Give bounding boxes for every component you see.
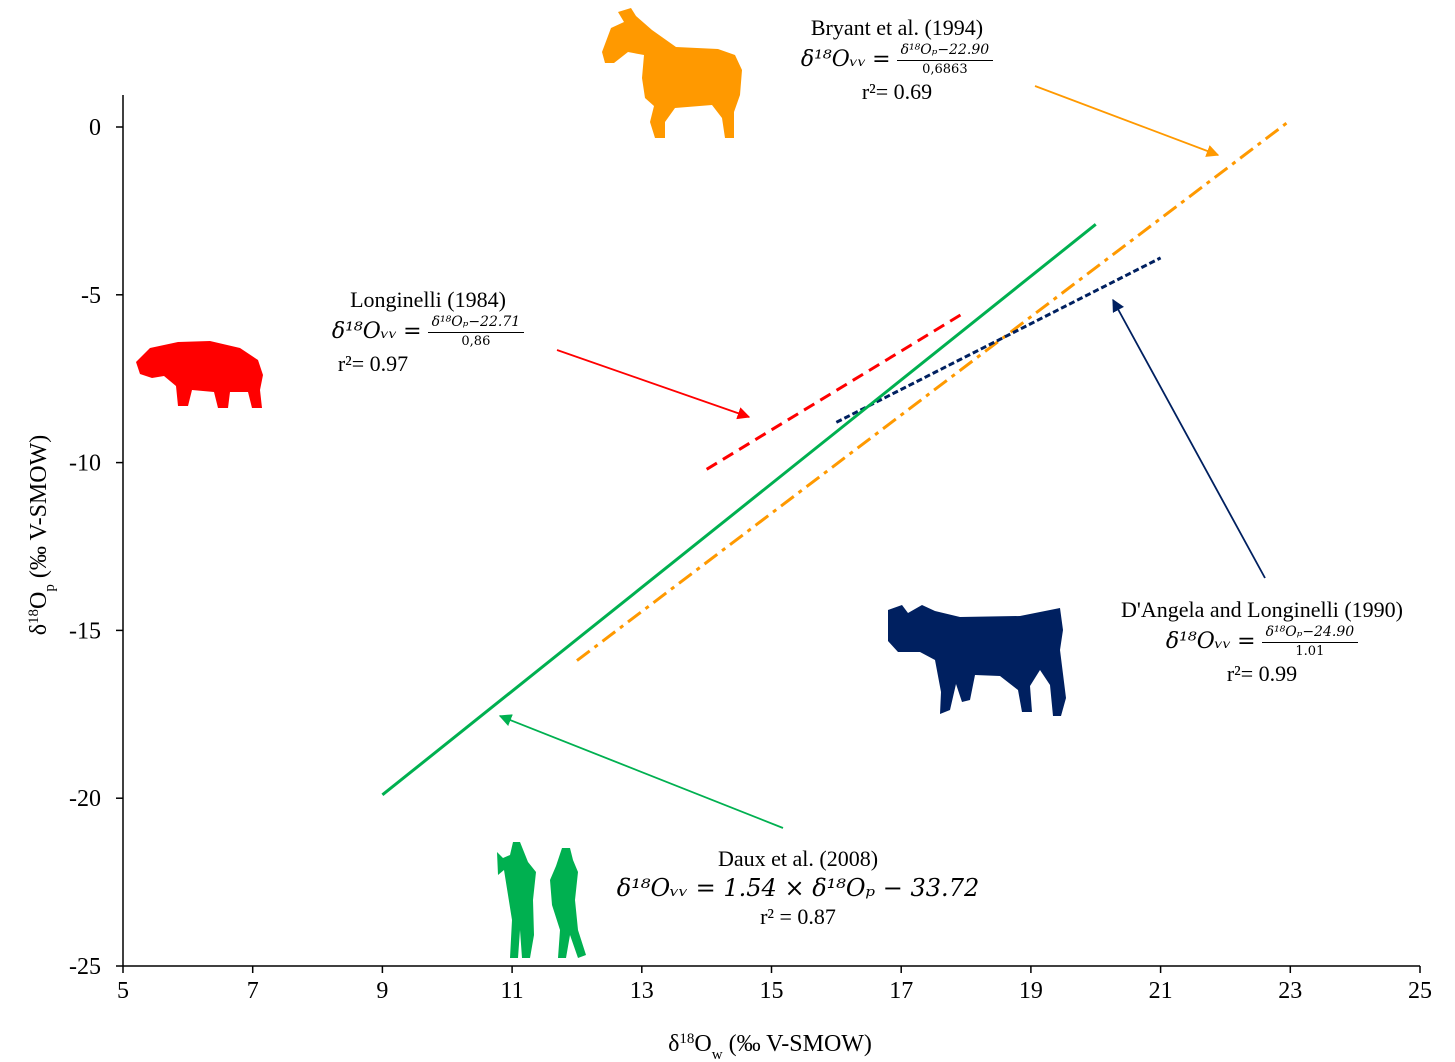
x-tick-label: 17	[889, 978, 913, 1004]
series-name-dangela: D'Angela and Longinelli (1990)	[1121, 597, 1403, 622]
x-tick-label: 7	[247, 978, 259, 1004]
boar-icon	[136, 341, 263, 408]
equation-daux: δ¹⁸Oᵥᵥ = 1.54 × δ¹⁸Oₚ − 33.72	[616, 873, 980, 902]
series-line-bryant	[576, 119, 1292, 662]
arrow-daux	[498, 714, 784, 829]
y-tick-label: -5	[81, 283, 101, 309]
series-name-bryant: Bryant et al. (1994)	[810, 15, 984, 40]
y-tick-label: -10	[69, 451, 101, 477]
annotation-dangela: D'Angela and Longinelli (1990) δ¹⁸Oᵥᵥ = δ…	[1072, 596, 1452, 688]
annotation-bryant: Bryant et al. (1994) δ¹⁸Oᵥᵥ = δ¹⁸Oₚ−22.90…	[752, 14, 1042, 106]
x-tick-label: 11	[501, 978, 524, 1004]
series-name-daux: Daux et al. (2008)	[717, 846, 879, 871]
series-line-dangela	[835, 256, 1162, 424]
r2-longinelli: r²= 0.97	[337, 351, 409, 377]
annotation-longinelli: Longinelli (1984) δ¹⁸Oᵥᵥ = δ¹⁸Oₚ−22.71 0,…	[278, 286, 578, 378]
r2-daux: r² = 0.87	[760, 903, 836, 929]
x-tick-label: 23	[1278, 978, 1302, 1004]
horse-icon	[602, 8, 742, 138]
annotation-arrows	[498, 85, 1266, 829]
x-tick-label: 21	[1149, 978, 1173, 1004]
x-tick-label: 19	[1019, 978, 1043, 1004]
cow-icon	[888, 605, 1066, 716]
arrow-bryant	[1034, 85, 1220, 157]
x-tick-label: 25	[1408, 978, 1432, 1004]
y-tick-label: 0	[89, 115, 101, 141]
y-tick-label: -25	[69, 954, 101, 980]
series-lines	[381, 119, 1292, 797]
animal-icons	[136, 8, 1066, 958]
y-tick-label: -15	[69, 618, 101, 644]
arrow-dangela	[1112, 298, 1266, 579]
r2-bryant: r²= 0.69	[861, 79, 933, 105]
x-tick-label: 13	[630, 978, 654, 1004]
x-tick-label: 9	[376, 978, 388, 1004]
annotation-daux: Daux et al. (2008) δ¹⁸Oᵥᵥ = 1.54 × δ¹⁸Oₚ…	[598, 845, 998, 930]
arrow-longinelli	[556, 349, 751, 420]
equation-bryant: δ¹⁸Oᵥᵥ = δ¹⁸Oₚ−22.90 0,6863	[801, 42, 994, 79]
series-line-daux	[381, 223, 1097, 797]
x-tick-label: 5	[117, 978, 129, 1004]
axes	[122, 95, 1420, 967]
y-axis-label: δ18Op (‰ V-SMOW)	[26, 435, 58, 636]
ticks: 5 7 9 11 13 15 17 19 21 23 25 0 -5 -10 -15 -20 -25	[69, 115, 1432, 1004]
x-axis-label: δ18Ow (‰ V-SMOW)	[668, 1031, 872, 1062]
x-tick-label: 15	[760, 978, 784, 1004]
r2-dangela: r²= 0.99	[1226, 661, 1298, 687]
series-name-longinelli: Longinelli (1984)	[350, 287, 506, 312]
series-line-longinelli	[705, 310, 967, 471]
y-tick-label: -20	[69, 786, 101, 812]
humans-icon	[497, 842, 586, 958]
equation-longinelli: δ¹⁸Oᵥᵥ = δ¹⁸Oₚ−22.71 0,86	[332, 314, 525, 351]
equation-dangela: δ¹⁸Oᵥᵥ = δ¹⁸Oₚ−24.90 1.01	[1166, 624, 1359, 661]
